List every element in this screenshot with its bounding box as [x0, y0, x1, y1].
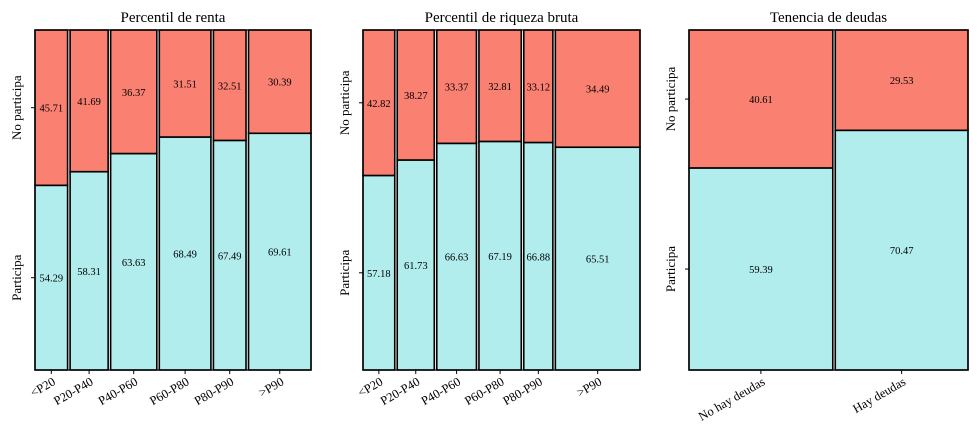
data-label-participa: 67.49 — [218, 251, 242, 262]
data-label-participa: 67.19 — [488, 252, 512, 263]
block-participa — [109, 152, 158, 371]
mosaic-panel-1: Percentil de renta45.7154.29<P2041.6958.… — [9, 10, 312, 408]
axes-frame — [362, 29, 641, 371]
block-participa — [834, 129, 969, 371]
data-label-no-participa: 42.82 — [367, 99, 391, 110]
block-participa — [212, 139, 247, 371]
block-no-participa — [396, 29, 436, 161]
x-tick-label: P80-P90 — [192, 374, 236, 408]
y-tick-label: No participa — [9, 75, 24, 140]
block-no-participa — [158, 29, 212, 138]
block-participa — [435, 142, 478, 371]
data-label-participa: 65.51 — [586, 255, 610, 266]
x-tick-label: >P90 — [256, 374, 286, 399]
y-tick-label: Participa — [663, 246, 678, 292]
data-label-no-participa: 30.39 — [268, 78, 292, 89]
block-participa — [69, 170, 109, 371]
data-label-no-participa: 36.37 — [122, 88, 146, 99]
y-tick-label: Participa — [337, 249, 352, 295]
x-tick-label: No hay deudas — [696, 374, 767, 423]
mosaic-panel-2: Percentil de riqueza bruta42.8257.18<P20… — [337, 10, 641, 408]
x-tick-label: P20-P40 — [378, 374, 422, 408]
y-tick-label: No participa — [663, 67, 678, 132]
panel-title: Percentil de renta — [121, 10, 226, 26]
data-label-participa: 69.61 — [268, 248, 292, 259]
data-label-participa: 57.18 — [367, 269, 391, 280]
data-label-no-participa: 40.61 — [749, 95, 773, 106]
x-tick-label: P80-P90 — [501, 374, 545, 408]
y-tick-label: Participa — [9, 254, 24, 300]
data-label-participa: 63.63 — [122, 258, 146, 269]
data-label-participa: 58.31 — [77, 267, 101, 278]
x-tick-label: P40-P60 — [419, 374, 463, 408]
x-tick-label: P20-P40 — [51, 374, 95, 408]
block-no-participa — [522, 29, 554, 144]
data-label-no-participa: 32.51 — [218, 81, 242, 92]
block-participa — [362, 174, 396, 371]
x-tick-label: Hay deudas — [850, 374, 908, 416]
data-label-no-participa: 41.69 — [77, 97, 101, 108]
x-tick-label: P40-P60 — [96, 374, 140, 408]
data-label-participa: 68.49 — [173, 250, 197, 261]
x-tick-label: >P90 — [574, 374, 604, 399]
panel-title: Percentil de riqueza bruta — [425, 10, 579, 26]
block-no-participa — [435, 29, 478, 145]
block-no-participa — [247, 29, 312, 135]
panel-title: Tenencia de deudas — [770, 10, 887, 26]
data-label-no-participa: 32.81 — [488, 82, 512, 93]
data-label-participa: 54.29 — [39, 274, 63, 285]
block-participa — [34, 184, 69, 371]
y-tick-label: No participa — [337, 70, 352, 135]
axes-frame — [688, 29, 969, 371]
data-label-no-participa: 29.53 — [890, 76, 914, 87]
data-label-no-participa: 34.49 — [586, 85, 610, 96]
data-label-participa: 66.63 — [445, 253, 469, 264]
block-participa — [158, 136, 212, 371]
x-tick-label: P60-P80 — [462, 374, 506, 408]
data-label-participa: 59.39 — [749, 265, 773, 276]
data-label-no-participa: 31.51 — [173, 80, 197, 91]
block-participa — [688, 167, 834, 371]
block-participa — [522, 141, 554, 371]
data-label-participa: 66.88 — [527, 252, 551, 263]
block-participa — [478, 140, 523, 371]
block-participa — [396, 159, 436, 371]
axes-frame — [34, 29, 312, 371]
data-label-no-participa: 33.37 — [445, 83, 469, 94]
mosaic-panel-3: Tenencia de deudas 40.61 59.39 No hay deuda… — [663, 10, 969, 424]
data-label-participa: 70.47 — [890, 246, 914, 257]
x-tick-label: P60-P80 — [147, 374, 191, 408]
data-label-participa: 61.73 — [404, 261, 428, 272]
data-label-no-participa: 33.12 — [527, 82, 551, 93]
block-participa — [247, 132, 312, 371]
data-label-no-participa: 38.27 — [404, 91, 428, 102]
data-label-no-participa: 45.71 — [39, 104, 63, 115]
